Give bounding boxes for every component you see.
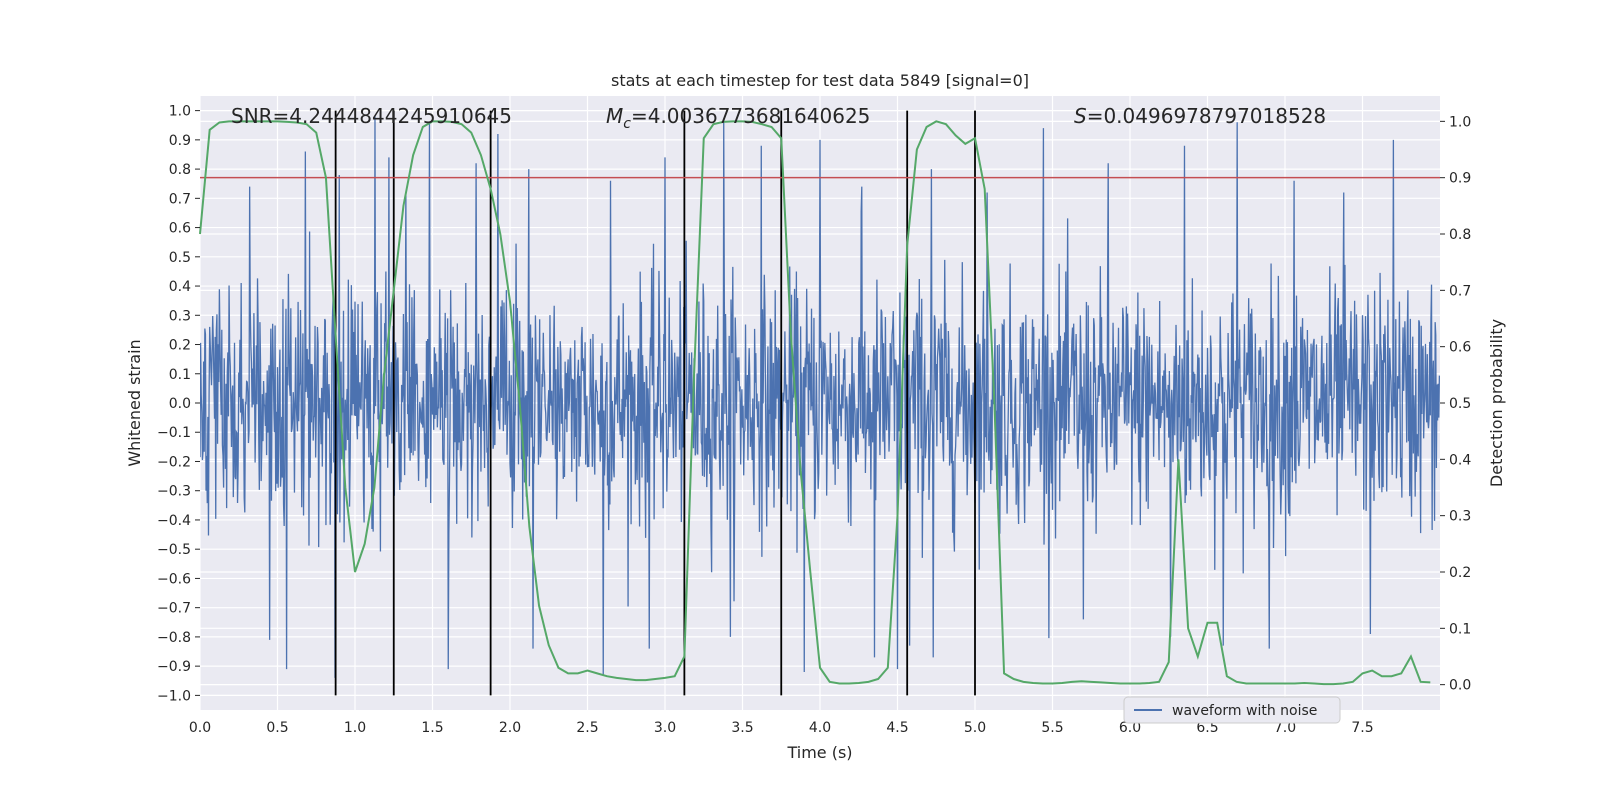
y-tick-label: 0.2 [169,338,191,354]
snr-annotation: SNR=4.2444844245910645 [231,104,512,128]
y-tick-label: 0.0 [169,396,191,412]
chirp-mass-annotation: Mc=4.0036773681640625 [606,104,870,132]
y-tick-label: 0.8 [169,162,191,178]
y2-axis-label: Detection probability [1487,319,1506,487]
y-tick-label: −0.7 [157,601,191,617]
y2-tick-label: 0.5 [1449,396,1471,412]
x-tick-label: 4.0 [809,720,831,736]
detection-probability-line [199,120,1431,686]
x-axis-label: Time (s) [786,743,852,762]
x-tick-label: 0.0 [189,720,211,736]
legend: waveform with noise [1123,696,1341,724]
x-tick-label: 4.5 [886,720,908,736]
x-tick-label: 1.5 [421,720,443,736]
mc-symbol: M [606,104,623,128]
x-tick-label: 6.5 [1196,720,1218,736]
y-tick-label: 0.4 [169,279,191,295]
y-tick-label: 1.0 [169,104,191,120]
vertical-markers [334,110,976,696]
s-annotation: S=0.0496978797018528 [1074,104,1326,128]
x-tick-label: 7.0 [1274,720,1296,736]
y-tick-label: −0.5 [157,542,191,558]
y-tick-label: −0.2 [157,454,191,470]
y-tick-label: 0.9 [169,133,191,149]
x-tick-label: 0.5 [266,720,288,736]
y2-tick-label: 0.0 [1449,678,1471,694]
y-axis-ticks: 1.0 0.9 0.8 0.7 0.6 0.5 0.4 0.3 0.2 0.1 0.0 −0.1 −0.… [157,104,200,704]
s-value: =0.0496978797018528 [1087,104,1326,128]
y-tick-label: 0.3 [169,308,191,324]
x-tick-label: 5.0 [964,720,986,736]
y-tick-label: −0.4 [157,513,191,529]
y-axis-label: Whitened strain [125,339,144,466]
waveform-series [200,116,1440,678]
y-tick-label: −0.1 [157,425,191,441]
x-tick-label: 2.5 [576,720,598,736]
y-tick-label: −0.3 [157,484,191,500]
y-tick-label: −0.6 [157,571,191,587]
y-tick-label: 0.5 [169,250,191,266]
y-tick-label: −0.8 [157,630,191,646]
y2-tick-label: 0.2 [1449,565,1471,581]
y2-tick-label: 0.3 [1449,509,1471,525]
x-tick-label: 6.0 [1119,720,1141,736]
x-axis-ticks: 0.0 0.5 1.0 1.5 2.0 2.5 3.0 3.5 4.0 4.5 5.0 5.5 6.0 6… [189,720,1374,736]
y-tick-label: 0.6 [169,221,191,237]
y2-tick-label: 0.4 [1449,452,1471,468]
x-tick-label: 3.5 [731,720,753,736]
y-tick-label: 0.1 [169,367,191,383]
waveform-trace [200,116,1440,678]
x-tick-label: 1.0 [344,720,366,736]
y-tick-label: −1.0 [157,688,191,704]
x-tick-label: 5.5 [1041,720,1063,736]
s-symbol: S [1074,104,1087,128]
mc-subscript: c [623,116,631,132]
y2-tick-label: 0.7 [1449,283,1471,299]
x-tick-label: 3.0 [654,720,676,736]
mc-value: =4.0036773681640625 [631,104,870,128]
y-tick-label: 0.7 [169,191,191,207]
x-tick-label: 7.5 [1351,720,1373,736]
y2-tick-label: 0.6 [1449,340,1471,356]
legend-box [1123,696,1341,724]
y2-tick-label: 0.8 [1449,227,1471,243]
chart-title: stats at each timestep for test data 584… [611,71,1029,90]
y2-tick-label: 0.9 [1449,171,1471,187]
y2-tick-label: 0.1 [1449,621,1471,637]
y2-axis-ticks: 1.0 0.9 0.8 0.7 0.6 0.5 0.4 0.3 0.2 0.1 0.0 [1440,114,1471,694]
y2-tick-label: 1.0 [1449,114,1471,130]
y-tick-label: −0.9 [157,659,191,675]
x-tick-label: 2.0 [499,720,521,736]
legend-entry-waveform: waveform with noise [1172,703,1317,719]
